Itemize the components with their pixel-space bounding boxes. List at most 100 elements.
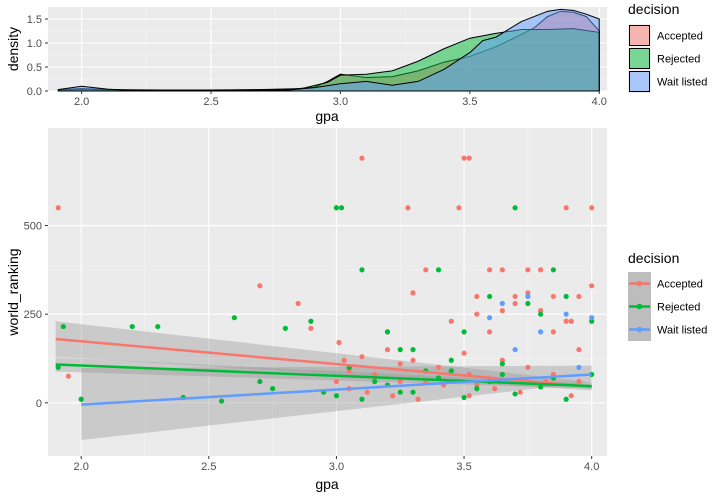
scatter-point-rejected [512, 391, 518, 397]
legend-label: Wait listed [657, 325, 707, 337]
scatter-point-accepted [456, 205, 462, 211]
scatter-point-accepted [466, 155, 472, 161]
scatter-x-tick-label: 3.5 [456, 461, 471, 473]
scatter-point-rejected [282, 325, 288, 331]
legend-label: Accepted [657, 279, 703, 291]
scatter-point-accepted [474, 311, 480, 317]
density-x-tick-label: 4.0 [592, 96, 607, 108]
density-y-tick-label: 1.5 [27, 14, 42, 26]
scatter-point-accepted [461, 155, 467, 161]
density-x-axis-title: gpa [315, 108, 339, 124]
density-y-tick-label: 0.0 [27, 86, 42, 98]
scatter-point-rejected [384, 329, 391, 335]
scatter-point-accepted [492, 386, 498, 392]
scatter-point-accepted [568, 318, 574, 324]
legend-label: Accepted [657, 31, 703, 43]
density-x-ticks: 2.0 2.5 3.0 3.5 4.0 [74, 91, 607, 108]
scatter-point-rejected [397, 389, 403, 395]
scatter-point-accepted [568, 393, 574, 399]
legend-key-point-rejected [636, 303, 643, 310]
scatter-point-accepted [576, 347, 582, 353]
scatter-point-accepted [525, 267, 531, 273]
scatter-point-rejected [155, 323, 161, 330]
density-y-tick-label: 0.5 [27, 62, 42, 74]
scatter-point-accepted [550, 293, 556, 300]
scatter-point-accepted [333, 378, 340, 385]
density-legend-keys: Accepted Rejected Wait listed [628, 24, 707, 93]
scatter-point-rejected [410, 389, 416, 395]
scatter-point-wait-listed [576, 364, 582, 370]
scatter-point-accepted [563, 318, 569, 324]
scatter-legend: decision Accepted Rejected Wait listed [628, 250, 707, 341]
scatter-point-accepted [384, 347, 391, 353]
scatter-point-accepted [359, 155, 365, 161]
legend-key-point-wait-listed [636, 326, 643, 333]
scatter-point-wait-listed [525, 293, 531, 300]
confidence-band-accepted [55, 321, 592, 391]
legend-label: Wait listed [657, 77, 707, 89]
scatter-point-accepted [415, 396, 421, 402]
scatter-point-rejected [486, 293, 493, 300]
scatter-point-accepted [423, 267, 429, 273]
scatter-point-rejected [308, 318, 314, 324]
scatter-point-accepted [589, 283, 595, 289]
scatter-point-rejected [461, 329, 467, 335]
scatter-point-rejected [270, 386, 276, 392]
legend-label: Rejected [657, 54, 700, 66]
scatter-point-wait-listed [499, 300, 505, 307]
scatter-point-accepted [389, 393, 396, 399]
scatter-point-wait-listed [486, 315, 493, 321]
scatter-point-accepted [448, 318, 454, 324]
scatter-point-rejected [538, 311, 544, 317]
scatter-y-tick-label: 500 [24, 221, 42, 233]
scatter-point-accepted [512, 293, 518, 300]
scatter-point-rejected [525, 300, 531, 307]
density-x-tick-label: 3.0 [333, 96, 348, 108]
scatter-point-accepted [336, 339, 342, 346]
scatter-point-accepted [65, 373, 72, 379]
scatter-point-rejected [231, 315, 237, 321]
scatter-point-accepted [359, 354, 365, 360]
scatter-point-accepted [499, 267, 505, 273]
density-y-axis-title: density [5, 27, 21, 71]
scatter-point-accepted [474, 293, 480, 300]
scatter-point-accepted [486, 329, 493, 335]
scatter-point-accepted [308, 325, 314, 331]
scatter-point-accepted [550, 329, 556, 335]
trend-line-wait-listed [81, 373, 592, 406]
scatter-point-accepted [397, 361, 403, 367]
scatter-point-rejected [397, 347, 403, 353]
scatter-point-rejected [448, 368, 454, 374]
density-areas [57, 8, 600, 92]
scatter-point-rejected [538, 384, 544, 390]
scatter-point-rejected [359, 396, 365, 402]
scatter-trend-lines [55, 337, 592, 406]
scatter-point-accepted [461, 350, 467, 356]
scatter-point-rejected [499, 371, 505, 378]
scatter-chart: 0 250 500 2.0 2.5 3.0 3.5 4.0 gpa world_rankin… [5, 128, 607, 492]
scatter-point-rejected [338, 205, 345, 211]
scatter-point-rejected [60, 323, 66, 330]
scatter-point-wait-listed [563, 311, 569, 317]
scatter-point-rejected [218, 398, 225, 404]
scatter-x-ticks: 2.0 2.5 3.0 3.5 4.0 [74, 456, 599, 473]
scatter-x-tick-label: 2.5 [201, 461, 216, 473]
density-area-wait-listed [57, 8, 600, 92]
scatter-point-rejected [55, 364, 61, 370]
scatter-gridlines [48, 128, 607, 456]
legend-label: Rejected [657, 302, 700, 314]
density-legend: decision Accepted Rejected Wait listed [628, 1, 707, 93]
scatter-point-rejected [333, 205, 340, 211]
scatter-point-rejected [372, 378, 378, 385]
scatter-point-accepted [410, 357, 416, 363]
scatter-point-accepted [563, 205, 569, 211]
scatter-point-accepted [435, 364, 442, 370]
scatter-y-axis-title: world_ranking [5, 248, 21, 336]
scatter-x-tick-label: 2.0 [74, 461, 89, 473]
legend-key-point-accepted [636, 280, 643, 287]
scatter-point-rejected [333, 393, 340, 399]
scatter-y-ticks: 0 250 500 [24, 221, 48, 410]
confidence-band-wait-listed [81, 365, 592, 441]
scatter-point-rejected [448, 357, 454, 363]
